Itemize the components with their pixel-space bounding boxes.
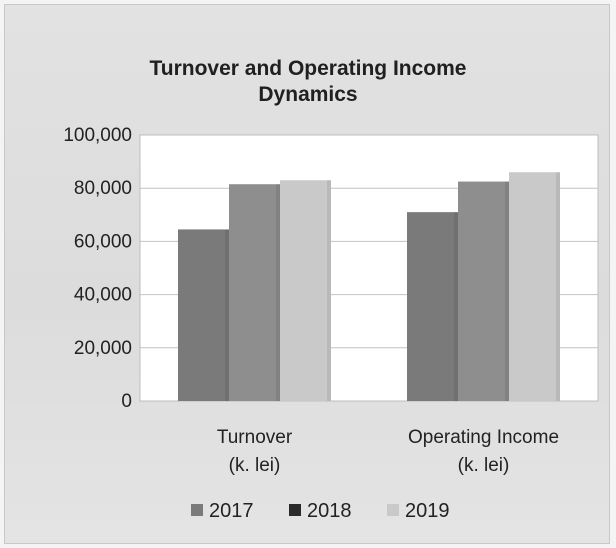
chart-svg: Turnover and Operating Income Dynamics 1… (5, 5, 611, 545)
legend-swatch-2018 (289, 504, 301, 516)
chart-frame: Turnover and Operating Income Dynamics 1… (4, 4, 610, 544)
bar-shade-2019-1 (556, 172, 560, 401)
bar-2019-0 (280, 180, 331, 401)
x-category-label: (k. lei) (229, 455, 281, 476)
x-category-label: (k. lei) (458, 455, 510, 476)
x-axis-categories: Turnover (k. lei) Operating Income (k. lei) (217, 427, 559, 476)
y-tick-label: 0 (121, 391, 132, 412)
y-tick-label: 40,000 (74, 285, 132, 306)
bar-2017-1 (407, 212, 458, 401)
bar-shade-2017-1 (454, 212, 458, 401)
bar-shade-2017-0 (225, 229, 229, 401)
legend-label-2017: 2017 (209, 500, 254, 522)
legend-label-2019: 2019 (405, 500, 450, 522)
legend: 2017 2018 2019 (191, 500, 450, 522)
x-category-label: Turnover (217, 427, 293, 448)
y-tick-label: 60,000 (74, 231, 132, 252)
bar-shade-2018-0 (276, 184, 280, 401)
bar-shade-2019-0 (327, 180, 331, 401)
y-axis-ticks: 100,000 80,000 60,000 40,000 20,000 0 (63, 125, 132, 412)
y-tick-label: 100,000 (63, 125, 132, 146)
legend-label-2018: 2018 (307, 500, 352, 522)
bar-2017-0 (178, 229, 229, 401)
y-tick-label: 20,000 (74, 338, 132, 359)
legend-swatch-2017 (191, 504, 203, 516)
bar-2019-1 (509, 172, 560, 401)
bar-2018-0 (229, 184, 280, 401)
chart-title-line-2: Dynamics (258, 83, 357, 106)
legend-swatch-2019 (387, 504, 399, 516)
x-category-label: Operating Income (408, 427, 559, 448)
chart-title: Turnover and Operating Income Dynamics (150, 57, 467, 106)
bar-shade-2018-1 (505, 182, 509, 401)
y-tick-label: 80,000 (74, 178, 132, 199)
bar-2018-1 (458, 182, 509, 401)
chart-title-line-1: Turnover and Operating Income (150, 57, 467, 80)
